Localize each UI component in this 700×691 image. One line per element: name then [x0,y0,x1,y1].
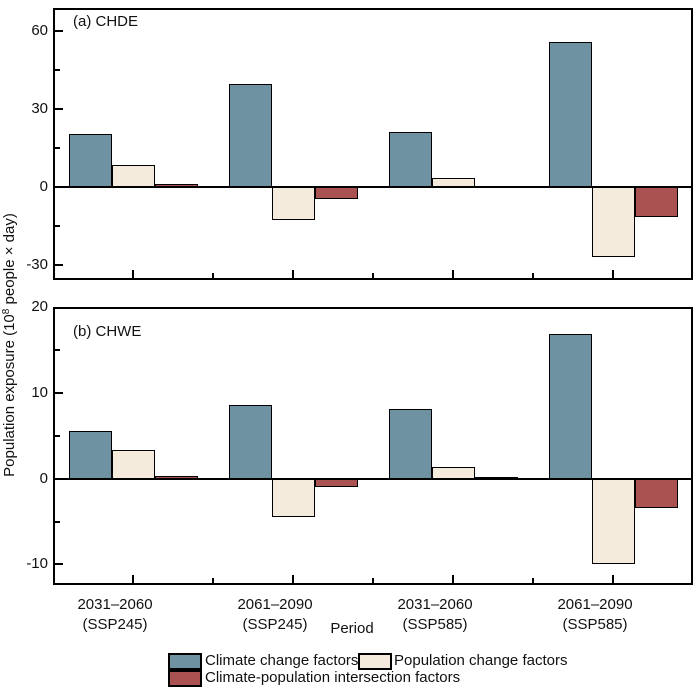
y-tick-label: 0 [39,177,48,195]
bar-series2-group3 [431,178,475,187]
bar-series1-group4 [548,333,592,479]
x-major-tick [612,575,614,583]
x-major-tick [452,575,454,583]
panel-b-title: (b) CHWE [73,323,142,340]
bar-series2-group1 [111,450,155,479]
x-major-tick [612,270,614,278]
legend-label-climate: Climate change factors [205,652,359,669]
period-label: 2061–2090 [557,596,633,613]
y-major-tick [55,107,63,110]
bar-series3-group2 [314,478,358,488]
y-major-tick [55,563,63,566]
bar-series1-group1 [68,431,112,479]
legend-swatch-intersection [168,670,202,687]
bar-series3-group3 [474,185,518,188]
x-category-label: 2031–2060 (SSP585) [355,595,515,635]
bar-series2-group4 [591,186,635,257]
bar-series3-group3 [474,477,518,480]
bar-series1-group2 [228,84,272,187]
bar-series3-group2 [314,186,358,199]
x-major-tick [132,270,134,278]
bar-series1-group4 [548,41,592,187]
panel-b-chwe: (b) CHWE [53,307,693,585]
period-label: 2061–2090 [237,596,313,613]
y-major-tick [55,477,63,480]
x-major-tick [132,575,134,583]
y-tick-label: 30 [31,99,48,117]
zero-axis-line [53,185,693,188]
x-minor-tick [212,578,214,583]
bar-series2-group2 [271,478,315,518]
y-major-tick [55,29,63,32]
bar-series3-group1 [154,475,198,479]
legend-swatch-population [358,653,392,670]
bar-series1-group2 [228,404,272,479]
bar-series3-group4 [634,186,678,217]
period-label: 2031–2060 [397,596,473,613]
x-minor-tick [372,578,374,583]
bar-series2-group3 [431,466,475,479]
legend-label-population: Population change factors [394,652,568,669]
y-minor-tick [55,348,60,351]
bar-series1-group3 [388,131,432,187]
bar-series1-group1 [68,134,112,187]
bar-series3-group4 [634,478,678,508]
x-category-label: 2061–2090 (SSP585) [515,595,675,635]
y-major-tick [55,263,63,266]
bar-series2-group4 [591,478,635,564]
bar-series2-group2 [271,186,315,220]
x-major-tick [292,575,294,583]
period-label: 2031–2060 [77,596,153,613]
bar-series3-group1 [154,184,198,187]
x-minor-tick [372,273,374,278]
y-major-tick [55,391,63,394]
scenario-label: (SSP585) [562,616,628,633]
y-minor-tick [55,434,60,437]
y-tick-label: 20 [31,298,48,315]
zero-axis-line [53,477,693,480]
scenario-label: (SSP245) [242,616,308,633]
y-major-tick [55,307,63,309]
x-major-tick [452,270,454,278]
x-minor-tick [532,578,534,583]
y-minor-tick [55,68,60,71]
panel-a-chde: (a) CHDE [53,8,693,280]
legend-label-intersection: Climate-population intersection factors [205,669,461,686]
scenario-label: (SSP585) [402,616,468,633]
x-category-label: 2061–2090 (SSP245) [195,595,355,635]
bar-series1-group3 [388,409,432,479]
y-major-tick [55,185,63,188]
y-tick-label: 10 [31,383,48,401]
y-minor-tick [55,146,60,149]
x-axis-label: Period [330,620,374,637]
bar-series2-group1 [111,164,155,187]
y-tick-label: -30 [26,255,48,273]
x-minor-tick [212,273,214,278]
y-tick-label: 0 [39,469,48,487]
y-minor-tick [55,224,60,227]
legend-swatch-climate [168,653,202,670]
panel-a-title: (a) CHDE [73,13,139,30]
scenario-label: (SSP245) [82,616,148,633]
y-minor-tick [55,520,60,523]
x-major-tick [292,270,294,278]
y-tick-label: 60 [31,21,48,39]
x-minor-tick [532,273,534,278]
x-category-label: 2031–2060 (SSP245) [35,595,195,635]
y-tick-label: -10 [26,555,48,573]
